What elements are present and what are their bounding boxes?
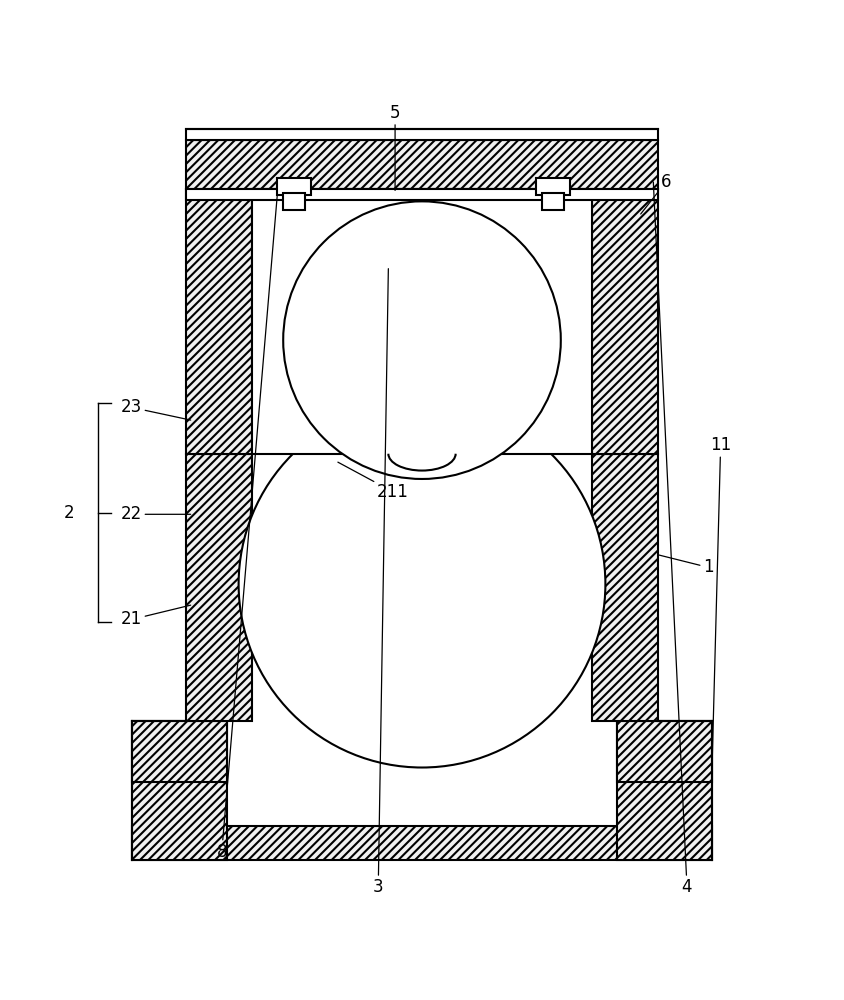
Bar	[543, 193, 564, 210]
Circle shape	[239, 401, 605, 768]
Circle shape	[284, 201, 560, 479]
Bar	[592, 454, 657, 721]
Bar	[187, 189, 252, 454]
Text: 11: 11	[710, 436, 731, 761]
Bar	[187, 454, 252, 721]
Text: 2: 2	[63, 504, 74, 522]
Text: 1: 1	[657, 555, 713, 576]
Text: 23: 23	[122, 398, 191, 420]
Bar	[617, 721, 712, 860]
Bar	[187, 140, 657, 189]
Text: 6: 6	[641, 173, 671, 214]
Text: 211: 211	[338, 462, 408, 501]
Bar	[132, 721, 227, 782]
Text: 21: 21	[122, 605, 191, 628]
Bar	[284, 193, 305, 210]
Bar	[132, 721, 227, 860]
Text: 3: 3	[373, 269, 388, 896]
Bar	[252, 189, 592, 454]
Bar	[278, 178, 311, 195]
Text: 22: 22	[122, 505, 191, 523]
Text: 5: 5	[390, 104, 400, 190]
Bar	[132, 826, 712, 860]
Bar	[592, 189, 657, 454]
Text: 4: 4	[653, 182, 692, 896]
Bar	[187, 129, 657, 140]
Bar	[537, 178, 570, 195]
Text: 8: 8	[217, 195, 278, 861]
Bar	[617, 721, 712, 782]
Bar	[187, 189, 657, 200]
